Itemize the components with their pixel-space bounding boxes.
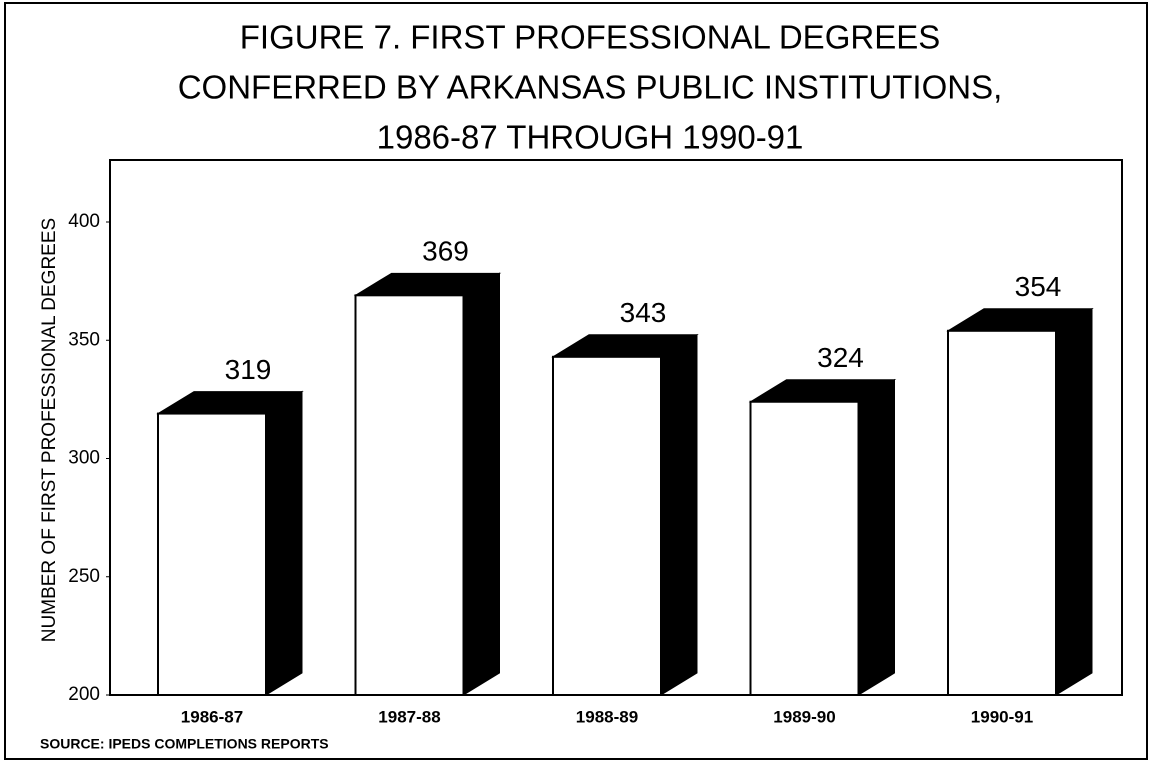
bar (947, 329, 1057, 696)
y-tick-label: 300 (68, 448, 100, 469)
value-label: 324 (817, 342, 864, 373)
bar-side (858, 378, 895, 696)
x-tick-label: 1987-88 (378, 707, 440, 726)
bar (552, 355, 662, 696)
x-tick-label: 1988-89 (576, 707, 638, 726)
y-tick-label: 350 (68, 329, 100, 350)
y-tick-label: 250 (68, 566, 100, 587)
chart-title: 1986-87 THROUGH 1990-91 (377, 119, 804, 156)
value-label: 319 (225, 354, 272, 385)
bar (157, 412, 267, 696)
x-tick-label: 1990-91 (971, 707, 1033, 726)
y-axis-label: NUMBER OF FIRST PROFESSIONAL DEGREES (39, 218, 60, 642)
bar-side (265, 390, 303, 696)
x-tick-label: 1986-87 (181, 707, 243, 726)
value-label: 354 (1015, 271, 1062, 302)
bar (749, 400, 860, 696)
bar (354, 294, 465, 696)
y-tick-label: 200 (68, 684, 100, 705)
bar-side (660, 333, 698, 696)
chart-title: FIGURE 7. FIRST PROFESSIONAL DEGREES (240, 19, 940, 56)
x-tick-label: 1989-90 (773, 707, 835, 726)
bar-side (1055, 307, 1093, 696)
chart-title: CONFERRED BY ARKANSAS PUBLIC INSTITUTION… (178, 69, 1003, 106)
outer-frame (4, 2, 1148, 760)
y-tick-label: 400 (68, 211, 100, 232)
value-label: 343 (620, 297, 667, 328)
source-note: SOURCE: IPEDS COMPLETIONS REPORTS (40, 736, 329, 752)
bar-side (463, 272, 500, 696)
value-label: 369 (422, 236, 469, 267)
